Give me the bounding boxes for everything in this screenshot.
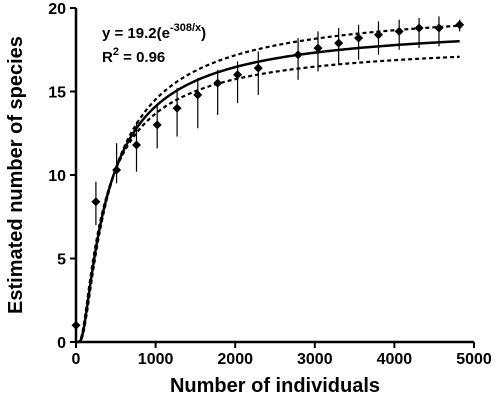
upper-confidence-curve <box>76 24 460 344</box>
x-tick-label: 4000 <box>377 351 413 368</box>
lower-confidence-curve <box>76 55 460 344</box>
data-point-marker <box>455 20 465 30</box>
r-squared-label: R2 = 0.96 <box>102 46 165 66</box>
data-point-marker <box>434 23 444 33</box>
data-point-marker <box>172 103 182 113</box>
data-point-marker <box>394 26 404 36</box>
equation-prefix: y = 19.2(e <box>102 25 170 42</box>
data-point-marker <box>253 63 263 73</box>
data-point-marker <box>193 90 203 100</box>
y-tick-label: 0 <box>57 335 66 352</box>
data-point-marker <box>91 197 101 207</box>
data-point-marker <box>112 165 122 175</box>
y-tick-label: 10 <box>48 168 66 185</box>
equation-label: y = 19.2(e-308/x) <box>102 22 206 42</box>
y-tick-label: 15 <box>48 85 66 102</box>
data-point-marker <box>334 38 344 48</box>
fit-curve <box>76 39 460 344</box>
r2-superscript: 2 <box>113 46 119 58</box>
y-tick-label: 20 <box>48 1 66 18</box>
axes: 0 5 10 15 20 0 1000 2000 3000 4000 5000 <box>48 1 492 368</box>
data-point-marker <box>313 43 323 53</box>
confidence-band <box>76 24 460 344</box>
r2-value: = 0.96 <box>119 49 165 66</box>
x-tick-label: 1000 <box>138 351 174 368</box>
y-axis-title: Estimated number of species <box>5 36 27 314</box>
data-point-marker <box>414 23 424 33</box>
equation-suffix: ) <box>201 25 206 42</box>
fit-curve-group <box>76 39 460 344</box>
data-point-marker <box>71 320 81 330</box>
data-point-marker <box>213 78 223 88</box>
x-axis-title: Number of individuals <box>170 375 380 397</box>
x-tick-label: 5000 <box>456 351 492 368</box>
y-tick-label: 5 <box>57 252 66 269</box>
data-point-marker <box>293 50 303 60</box>
data-point-marker <box>131 140 141 150</box>
x-tick-label: 2000 <box>217 351 253 368</box>
data-point-marker <box>373 30 383 40</box>
data-point-marker <box>152 120 162 130</box>
r2-prefix: R <box>102 49 113 66</box>
data-point-marker <box>354 33 364 43</box>
data-point-marker <box>233 70 243 80</box>
data-points <box>71 16 465 330</box>
x-tick-label: 0 <box>72 351 81 368</box>
x-tick-label: 3000 <box>297 351 333 368</box>
equation-exponent: -308/x <box>170 22 202 34</box>
